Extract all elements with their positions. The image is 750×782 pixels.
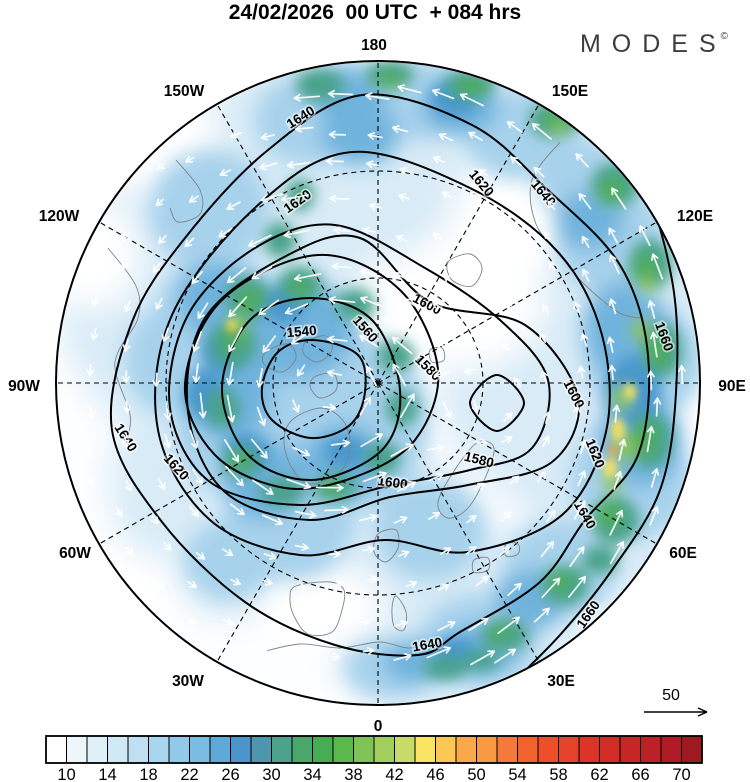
colorbar-cell	[394, 735, 416, 764]
colorbar-cell	[107, 735, 129, 764]
wind-reference-value: 50	[662, 687, 680, 704]
colorbar-cell	[148, 735, 170, 764]
colorbar-tick-label: 26	[221, 766, 239, 782]
colorbar-cell	[353, 735, 375, 764]
colorbar-tick-label: 50	[467, 766, 485, 782]
colorbar-cell	[558, 735, 580, 764]
colorbar-tick-label: 42	[385, 766, 403, 782]
longitude-label: 150E	[552, 83, 588, 100]
map-title: 24/02/2026 00 UTC + 084 hrs	[228, 1, 522, 24]
colorbar-tick-label: 54	[508, 766, 526, 782]
coastlines	[107, 141, 641, 653]
colorbar-frame	[45, 735, 703, 764]
colorbar-tick-label: 62	[590, 766, 608, 782]
modes-logo-copyright: ©	[720, 30, 728, 42]
colorbar-tick-label: 10	[57, 766, 75, 782]
longitude-label: 150W	[164, 83, 205, 100]
longitude-label: 60E	[669, 545, 697, 562]
longitude-label: 30E	[547, 673, 575, 690]
colorbar-cell	[681, 735, 703, 764]
colorbar-tick-label: 22	[180, 766, 198, 782]
colorbar-cell	[86, 735, 108, 764]
contour-1640	[109, 93, 651, 657]
colorbar-cell	[640, 735, 662, 764]
longitude-label: 90E	[718, 378, 746, 395]
contour-1600	[185, 234, 580, 522]
colorbar-cell	[271, 735, 293, 764]
colorbar-cell	[599, 735, 621, 764]
longitude-label: 0	[374, 718, 383, 735]
contour-1520	[260, 338, 367, 440]
colorbar-cell	[66, 735, 88, 764]
colorbar-cell	[619, 735, 641, 764]
longitude-label: 180	[361, 37, 387, 54]
longitude-label: 60W	[59, 545, 91, 562]
colorbar-cell	[414, 735, 436, 764]
colorbar-cell	[435, 735, 457, 764]
longitude-label: 120E	[677, 208, 713, 225]
map-boundary-circle	[55, 60, 701, 706]
longitude-labels: 180 150W 120W 90W 60W 30W 0 30E 60E 90E 120E 150E	[8, 37, 746, 735]
colorbar-cell	[476, 735, 498, 764]
contour-1590	[468, 373, 526, 433]
colorbar-cell	[660, 735, 682, 764]
colorbar-tick-label: 18	[139, 766, 157, 782]
colorbar-cell	[168, 735, 190, 764]
colorbar-tick-label: 34	[303, 766, 321, 782]
wind-reference-arrow-icon	[644, 707, 708, 717]
wind-arrows	[85, 84, 686, 666]
colorbar-tick-label: 70	[672, 766, 690, 782]
colorbar-tick-label: 58	[549, 766, 567, 782]
colorbar-cell	[332, 735, 354, 764]
colorbar-cell	[537, 735, 559, 764]
colorbar-cell	[45, 735, 67, 764]
colorbar-cell	[373, 735, 395, 764]
modes-logo-text: MODES	[579, 30, 727, 58]
colorbar-cell	[291, 735, 313, 764]
contour-1580	[168, 223, 551, 507]
longitude-label: 30W	[172, 673, 204, 690]
contour-label: 1540	[286, 323, 317, 341]
colorbar-cell	[230, 735, 252, 764]
colorbar-cell	[127, 735, 149, 764]
colorbar-tick-label: 46	[426, 766, 444, 782]
colorbar-cell	[496, 735, 518, 764]
modes-logo: MODES©	[580, 30, 734, 59]
colorbar-cell	[517, 735, 539, 764]
longitude-label: 90W	[8, 378, 40, 395]
wind-reference-legend: 50	[644, 687, 708, 717]
colorbar-cell	[209, 735, 231, 764]
colorbar-tick-label: 30	[262, 766, 280, 782]
contour-label: 1640	[411, 635, 443, 655]
colorbar-tick-label: 38	[344, 766, 362, 782]
colorbar-tick-label: 14	[98, 766, 116, 782]
longitude-label: 120W	[39, 208, 80, 225]
colorbar-tick-label: 66	[631, 766, 649, 782]
colorbar: 10 14 18 22 26 30 34 38 42 46 50 54 58 62 66 70	[45, 735, 703, 782]
colorbar-cell	[578, 735, 600, 764]
colorbar-cell	[189, 735, 211, 764]
colorbar-cell	[455, 735, 477, 764]
contour-1620	[154, 150, 611, 557]
colorbar-cell	[250, 735, 272, 764]
colorbar-cell	[312, 735, 334, 764]
